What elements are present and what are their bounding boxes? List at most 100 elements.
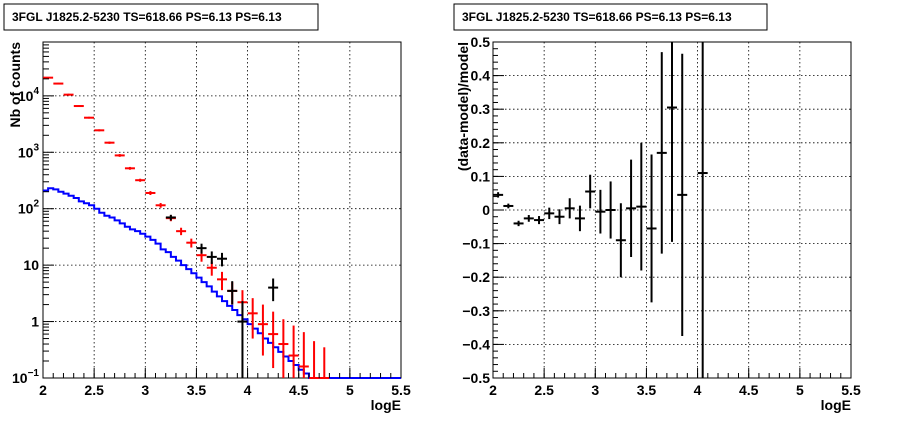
right-x-tick-label: 2.5 — [534, 382, 554, 398]
model-count-point — [145, 191, 156, 195]
right-x-tick-label: 3 — [591, 382, 599, 398]
residual-point — [677, 53, 688, 336]
left-axes: 2 2.5 3 3.5 4 4.5 5 5.5 10−1 1 10 102 103 104 — [12, 41, 411, 398]
left-x-tick-label: 5 — [346, 382, 354, 398]
model-count-point — [155, 203, 166, 208]
right-x-tick-label: 4 — [694, 382, 702, 398]
model-count-point — [63, 93, 74, 96]
residual-point — [544, 207, 555, 220]
data-count-point — [268, 278, 279, 302]
model-count-point — [319, 347, 330, 379]
model-count-point — [298, 332, 309, 378]
left-y-tick-label: 1 — [31, 314, 39, 330]
right-y-tick-label: 0.3 — [471, 101, 491, 117]
right-x-tick-label: 2 — [489, 382, 497, 398]
residual-point — [554, 209, 565, 225]
model-count-point — [73, 105, 84, 108]
model-count-point — [278, 319, 289, 378]
right-x-tick-label: 4.5 — [739, 382, 759, 398]
right-xlabel: logE — [821, 397, 851, 413]
left-grid — [43, 42, 401, 378]
model-count-point — [176, 227, 187, 236]
left-x-tick-label: 2.5 — [84, 382, 104, 398]
model-count-point — [288, 325, 299, 378]
left-x-tick-label: 5.5 — [391, 382, 411, 398]
residual-point — [605, 181, 616, 239]
residual-point — [667, 42, 677, 242]
left-x-tick-label: 3 — [141, 382, 149, 398]
right-grid — [493, 42, 851, 378]
right-x-tick-label: 5.5 — [841, 382, 861, 398]
left-panel: 2 2.5 3 3.5 4 4.5 5 5.5 10−1 1 10 102 103 104 3FGL J1… — [3, 3, 411, 413]
right-y-tick-label: 0 — [482, 202, 490, 218]
left-plot — [43, 76, 401, 379]
left-x-tick-label: 4.5 — [289, 382, 309, 398]
residual-point — [523, 215, 534, 222]
left-y-tick-label: 10 — [23, 257, 39, 273]
right-panel: 2 2.5 3 3.5 4 4.5 5 5.5 −0.5 −0.4 −0.3 −0.2 −0.1 0 0.1… — [453, 3, 861, 413]
model-count-point — [217, 271, 227, 291]
right-y-tick-label: −0.5 — [462, 370, 490, 386]
residual-point — [574, 205, 585, 232]
model-count-point — [268, 311, 279, 369]
data-count-point — [196, 243, 207, 254]
left-x-tick-label: 2 — [39, 382, 47, 398]
right-y-tick-label: 0.1 — [471, 168, 491, 184]
left-title-box: 3FGL J1825.2-5230 TS=618.66 PS=6.13 PS=6… — [3, 3, 319, 31]
residual-point — [615, 203, 626, 278]
left-y-tick-label: 10−1 — [12, 368, 39, 386]
right-y-tick-label: −0.4 — [462, 336, 490, 352]
residual-point — [513, 220, 524, 227]
residual-point — [626, 159, 637, 258]
left-y-tick-label: 103 — [18, 142, 40, 160]
model-count-point — [114, 154, 125, 157]
data-count-point — [165, 214, 176, 221]
model-count-point — [186, 238, 197, 248]
model-count-point — [84, 116, 95, 119]
model-count-point — [104, 141, 115, 144]
model-count-point — [53, 82, 64, 85]
right-x-tick-label: 3.5 — [637, 382, 657, 398]
left-x-tick-label: 4 — [244, 382, 252, 398]
right-y-tick-label: −0.2 — [462, 269, 490, 285]
model-count-point — [309, 341, 320, 379]
model-count-point — [135, 178, 146, 182]
residual-point — [503, 203, 514, 209]
right-ylabel: (data-model)/model — [455, 42, 471, 171]
model-count-point — [247, 298, 258, 339]
left-x-tick-label: 3.5 — [187, 382, 207, 398]
right-axes: 2 2.5 3 3.5 4 4.5 5 5.5 −0.5 −0.4 −0.3 −0.2 −0.1 0 0.1… — [462, 34, 861, 398]
left-xlabel: logE — [371, 397, 401, 413]
residual-point — [585, 174, 596, 209]
residual-point — [534, 216, 545, 225]
model-count-point — [43, 76, 54, 79]
model-count-point — [94, 129, 105, 132]
right-y-tick-label: 0.4 — [471, 68, 491, 84]
model-count-point — [206, 261, 217, 276]
right-plot — [493, 42, 708, 378]
model-count-point — [124, 166, 135, 170]
residual-point — [493, 192, 504, 198]
right-y-tick-label: −0.1 — [462, 236, 490, 252]
residual-point — [636, 142, 647, 271]
left-y-tick-label: 102 — [18, 199, 40, 217]
left-y-tick-label: 104 — [18, 86, 40, 104]
residual-point — [656, 52, 667, 254]
data-count-point — [227, 281, 238, 305]
right-y-tick-label: −0.3 — [462, 303, 490, 319]
right-y-tick-label: 0.5 — [471, 34, 491, 50]
right-title: 3FGL J1825.2-5230 TS=618.66 PS=6.13 PS=6… — [462, 10, 732, 24]
right-x-tick-label: 5 — [796, 382, 804, 398]
residual-point — [595, 189, 606, 234]
data-count-point — [237, 301, 248, 378]
residual-point — [564, 198, 575, 219]
right-y-tick-label: 0.2 — [471, 135, 491, 151]
model-count-point — [257, 304, 268, 356]
residual-point — [697, 42, 708, 378]
left-title: 3FGL J1825.2-5230 TS=618.66 PS=6.13 PS=6… — [12, 10, 282, 24]
left-ylabel: Nb of counts — [7, 42, 23, 128]
data-count-point — [217, 252, 227, 267]
right-title-box: 3FGL J1825.2-5230 TS=618.66 PS=6.13 PS=6… — [453, 3, 768, 31]
